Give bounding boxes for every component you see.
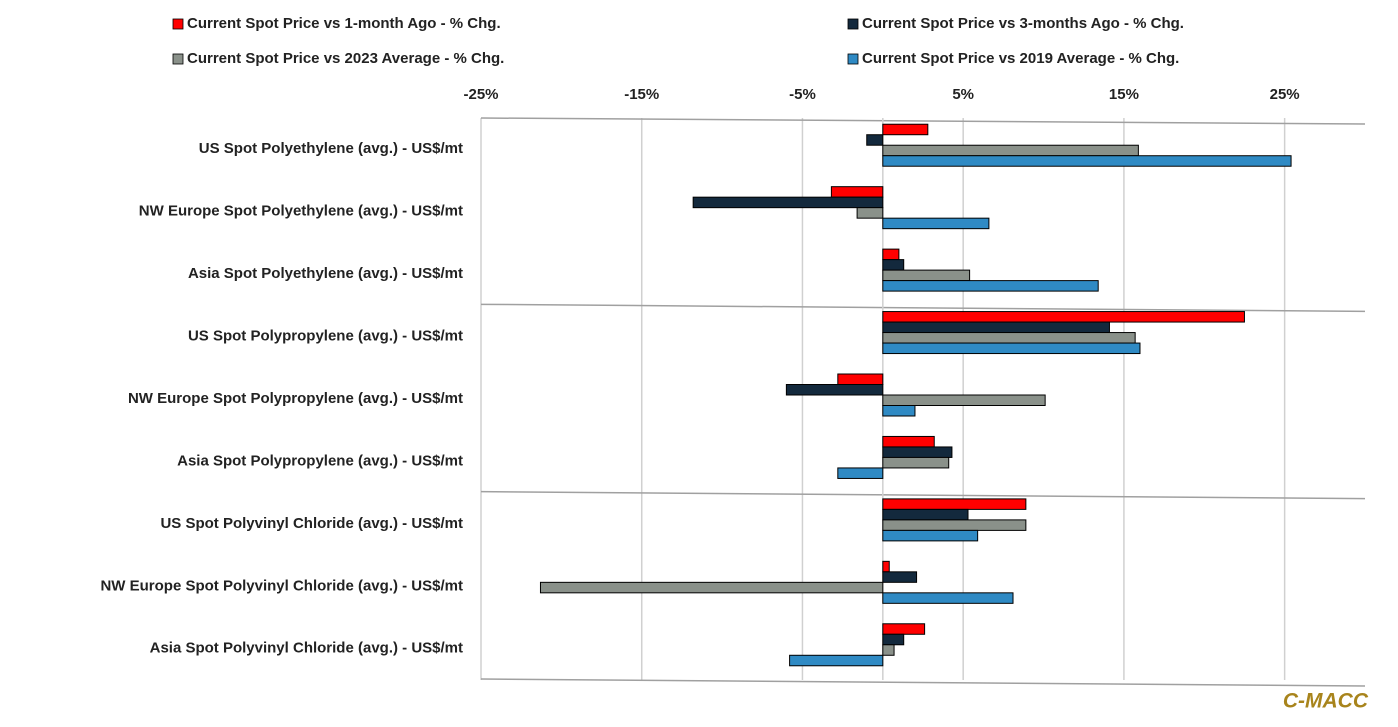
x-tick-label: 25%: [1270, 86, 1300, 103]
legend-label: Current Spot Price vs 3-months Ago - % C…: [862, 15, 1184, 32]
bar: [882, 592, 1014, 604]
y-tick-label: US Spot Polyethylene (avg.) - US$/mt: [199, 140, 463, 157]
bar: [882, 623, 926, 635]
x-tick-label: 5%: [952, 86, 974, 103]
y-tick-label: Asia Spot Polyethylene (avg.) - US$/mt: [188, 265, 463, 282]
bar: [882, 498, 1027, 510]
bar: [866, 134, 884, 146]
group-separator: [480, 490, 1366, 500]
y-tick-label: NW Europe Spot Polyethylene (avg.) - US$…: [139, 203, 463, 220]
bar: [882, 529, 979, 542]
legend-swatch: [172, 18, 184, 30]
y-tick-label: Asia Spot Polyvinyl Chloride (avg.) - US…: [150, 640, 463, 657]
legend-label: Current Spot Price vs 2023 Average - % C…: [187, 50, 504, 67]
bar: [882, 633, 905, 646]
bar: [882, 259, 905, 271]
legend-swatch: [847, 18, 859, 30]
bar: [785, 384, 884, 396]
x-tick-label: -25%: [463, 86, 498, 103]
y-tick-label: US Spot Polyvinyl Chloride (avg.) - US$/…: [160, 515, 463, 532]
bar: [856, 207, 884, 219]
bar: [882, 456, 950, 469]
bar: [882, 144, 1139, 157]
bar: [837, 467, 884, 479]
bar: [882, 435, 935, 448]
bar: [882, 342, 1141, 355]
bar: [882, 508, 969, 521]
group-separator: [480, 303, 1366, 313]
bar: [830, 186, 884, 198]
y-tick-label: Asia Spot Polypropylene (avg.) - US$/mt: [177, 452, 463, 469]
bar: [882, 269, 971, 282]
bar: [882, 332, 1136, 344]
bar: [882, 446, 953, 458]
bar: [882, 280, 1099, 292]
y-tick-label: NW Europe Spot Polyvinyl Chloride (avg.)…: [100, 577, 463, 594]
bar: [539, 581, 884, 594]
bar: [789, 654, 884, 667]
legend-label: Current Spot Price vs 2019 Average - % C…: [862, 50, 1179, 67]
group-separator: [480, 678, 1366, 687]
bar: [692, 196, 884, 209]
bar: [882, 123, 929, 136]
bar: [882, 519, 1027, 531]
bar: [882, 405, 916, 417]
legend-swatch: [847, 53, 859, 65]
y-tick-label: US Spot Polypropylene (avg.) - US$/mt: [188, 328, 463, 345]
legend-swatch: [172, 53, 184, 65]
bar: [882, 321, 1110, 334]
source-label: C-MACC: [1283, 690, 1369, 713]
bar: [882, 560, 890, 573]
bar: [882, 217, 990, 230]
bar: [837, 373, 884, 385]
x-tick-label: -15%: [624, 86, 659, 103]
y-tick-label: NW Europe Spot Polypropylene (avg.) - US…: [128, 390, 463, 407]
bar: [882, 248, 900, 261]
x-tick-label: -5%: [789, 86, 816, 103]
legend-label: Current Spot Price vs 1-month Ago - % Ch…: [187, 15, 501, 32]
bar: [882, 644, 895, 656]
bar: [882, 311, 1245, 323]
group-separator: [480, 117, 1366, 125]
bar: [882, 394, 1046, 406]
x-tick-label: 15%: [1109, 86, 1139, 103]
bar: [882, 155, 1292, 167]
bar: [882, 571, 918, 583]
